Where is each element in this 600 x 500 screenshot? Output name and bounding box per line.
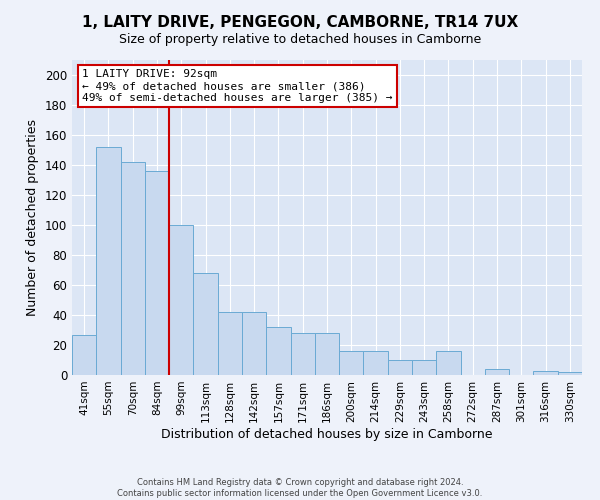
Bar: [364, 351, 388, 375]
Bar: [218, 312, 242, 375]
Bar: [121, 162, 145, 375]
Text: 1 LAITY DRIVE: 92sqm
← 49% of detached houses are smaller (386)
49% of semi-deta: 1 LAITY DRIVE: 92sqm ← 49% of detached h…: [82, 70, 392, 102]
Bar: [558, 372, 582, 375]
Bar: [266, 327, 290, 375]
Bar: [533, 370, 558, 375]
Bar: [193, 273, 218, 375]
Text: 1, LAITY DRIVE, PENGEGON, CAMBORNE, TR14 7UX: 1, LAITY DRIVE, PENGEGON, CAMBORNE, TR14…: [82, 15, 518, 30]
Bar: [169, 225, 193, 375]
Bar: [436, 351, 461, 375]
Bar: [96, 147, 121, 375]
Text: Contains HM Land Registry data © Crown copyright and database right 2024.
Contai: Contains HM Land Registry data © Crown c…: [118, 478, 482, 498]
Bar: [412, 360, 436, 375]
Bar: [145, 171, 169, 375]
Bar: [315, 333, 339, 375]
X-axis label: Distribution of detached houses by size in Camborne: Distribution of detached houses by size …: [161, 428, 493, 440]
Bar: [290, 333, 315, 375]
Bar: [339, 351, 364, 375]
Bar: [485, 369, 509, 375]
Text: Size of property relative to detached houses in Camborne: Size of property relative to detached ho…: [119, 32, 481, 46]
Bar: [72, 334, 96, 375]
Bar: [242, 312, 266, 375]
Bar: [388, 360, 412, 375]
Y-axis label: Number of detached properties: Number of detached properties: [26, 119, 39, 316]
